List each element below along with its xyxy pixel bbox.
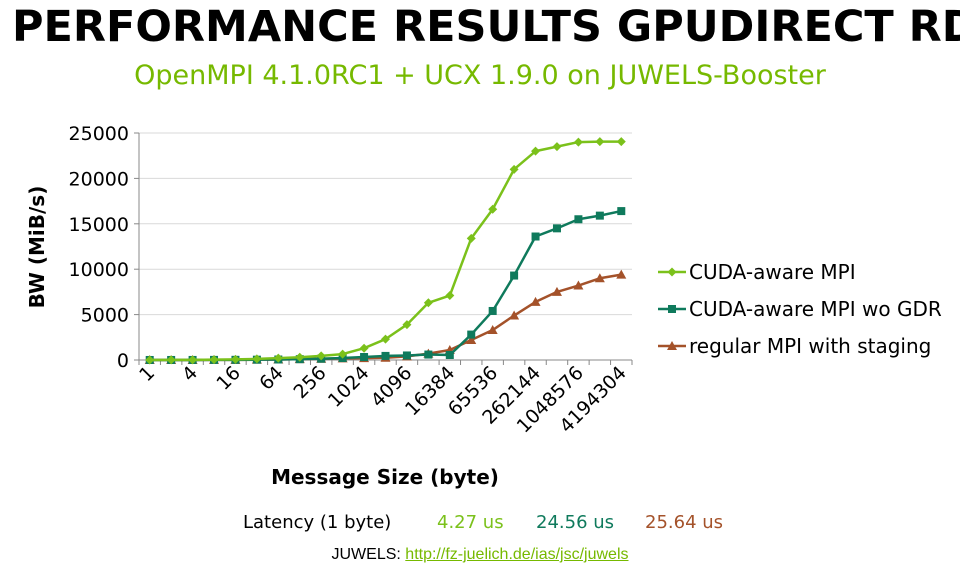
data-point xyxy=(209,355,219,365)
data-point xyxy=(467,330,476,339)
legend-label: CUDA-aware MPI wo GDR xyxy=(689,297,942,321)
y-tick-label: 10000 xyxy=(69,259,129,281)
data-point xyxy=(530,296,541,306)
data-point xyxy=(230,354,240,364)
data-point xyxy=(381,351,390,360)
legend-marker xyxy=(667,341,677,350)
chart-grid xyxy=(139,132,632,316)
data-point xyxy=(551,286,562,296)
legend-item-2: CUDA-aware MPI wo GDR xyxy=(658,297,942,321)
latency-value-cuda-aware: 4.27 us xyxy=(437,512,504,533)
legend-label: regular MPI with staging xyxy=(689,334,931,358)
data-point xyxy=(510,271,519,280)
x-tick-label: 64 xyxy=(255,362,288,395)
data-point xyxy=(466,335,477,345)
chart-series xyxy=(144,137,627,365)
y-tick-label: 5000 xyxy=(81,305,129,327)
data-point xyxy=(574,215,583,224)
x-tick-label: 4 xyxy=(178,362,202,386)
x-tick-labels: 1 4 16 64 2561024409616384655362621441048576… xyxy=(135,362,631,437)
series-3 xyxy=(144,269,627,364)
footer: JUWELS: http://fz-juelich.de/ias/jsc/juw… xyxy=(0,546,960,564)
data-point xyxy=(488,204,498,214)
data-point xyxy=(595,137,605,147)
legend-marker xyxy=(668,305,676,313)
data-point xyxy=(616,137,626,147)
data-point xyxy=(595,211,604,220)
data-point xyxy=(509,310,520,320)
latency-value-wo-gdr: 24.56 us xyxy=(536,512,615,533)
data-point xyxy=(445,351,454,360)
data-point xyxy=(445,291,455,301)
data-point xyxy=(145,355,155,365)
data-point xyxy=(188,355,198,365)
data-point xyxy=(573,280,584,290)
y-tick-label: 0 xyxy=(117,350,129,372)
y-tick-label: 25000 xyxy=(69,123,129,145)
latency-label: Latency (1 byte) xyxy=(243,512,392,533)
latency-value-staging: 25.64 us xyxy=(645,512,724,533)
data-point xyxy=(573,137,583,147)
data-point xyxy=(531,232,540,241)
series-line xyxy=(149,273,622,362)
legend-item-1: CUDA-aware MPI xyxy=(658,260,856,284)
data-point xyxy=(552,224,561,233)
data-point xyxy=(402,320,412,330)
data-point xyxy=(359,343,369,353)
y-axis-title: BW (MiB/s) xyxy=(25,186,49,309)
chart-legend: CUDA-aware MPI CUDA-aware MPI wo GDR regul… xyxy=(658,260,942,358)
data-point xyxy=(552,142,562,152)
y-tick-label: 15000 xyxy=(69,214,129,236)
data-point xyxy=(616,269,627,279)
data-point xyxy=(166,355,176,365)
data-point xyxy=(531,146,541,156)
juwels-link[interactable]: http://fz-juelich.de/ias/jsc/juwels xyxy=(405,546,629,563)
legend-label: CUDA-aware MPI xyxy=(689,260,856,284)
x-tick-label: 1024 xyxy=(324,362,374,412)
page-subtitle: OpenMPI 4.1.0RC1 + UCX 1.9.0 on JUWELS-B… xyxy=(134,60,826,91)
data-point xyxy=(488,306,497,315)
data-point xyxy=(402,351,411,360)
series-1 xyxy=(145,137,626,365)
data-point xyxy=(617,207,626,216)
data-point xyxy=(424,350,433,359)
data-point xyxy=(381,334,390,344)
data-point xyxy=(360,353,369,362)
data-point xyxy=(338,349,348,359)
x-tick-label: 16 xyxy=(212,362,245,395)
data-point xyxy=(423,298,433,308)
data-point xyxy=(295,352,305,362)
data-point xyxy=(594,273,605,283)
x-axis-title: Message Size (byte) xyxy=(271,465,499,489)
footer-prefix: JUWELS: xyxy=(331,546,406,563)
y-tick-label: 20000 xyxy=(69,168,129,190)
data-point xyxy=(466,233,476,243)
data-point xyxy=(252,354,262,364)
data-point xyxy=(316,351,326,361)
data-point xyxy=(509,164,519,174)
data-point xyxy=(273,353,283,363)
x-tick-label: 1 xyxy=(135,362,159,386)
legend-marker xyxy=(667,267,677,277)
y-tick-labels: 0 5000 10000 15000 20000 25000 xyxy=(69,123,129,372)
series-line xyxy=(149,140,622,362)
legend-item-3: regular MPI with staging xyxy=(658,334,931,358)
data-point xyxy=(487,325,498,335)
page-title: PERFORMANCE RESULTS GPUDIRECT RDMA xyxy=(12,2,960,52)
chart-axes xyxy=(134,132,633,365)
